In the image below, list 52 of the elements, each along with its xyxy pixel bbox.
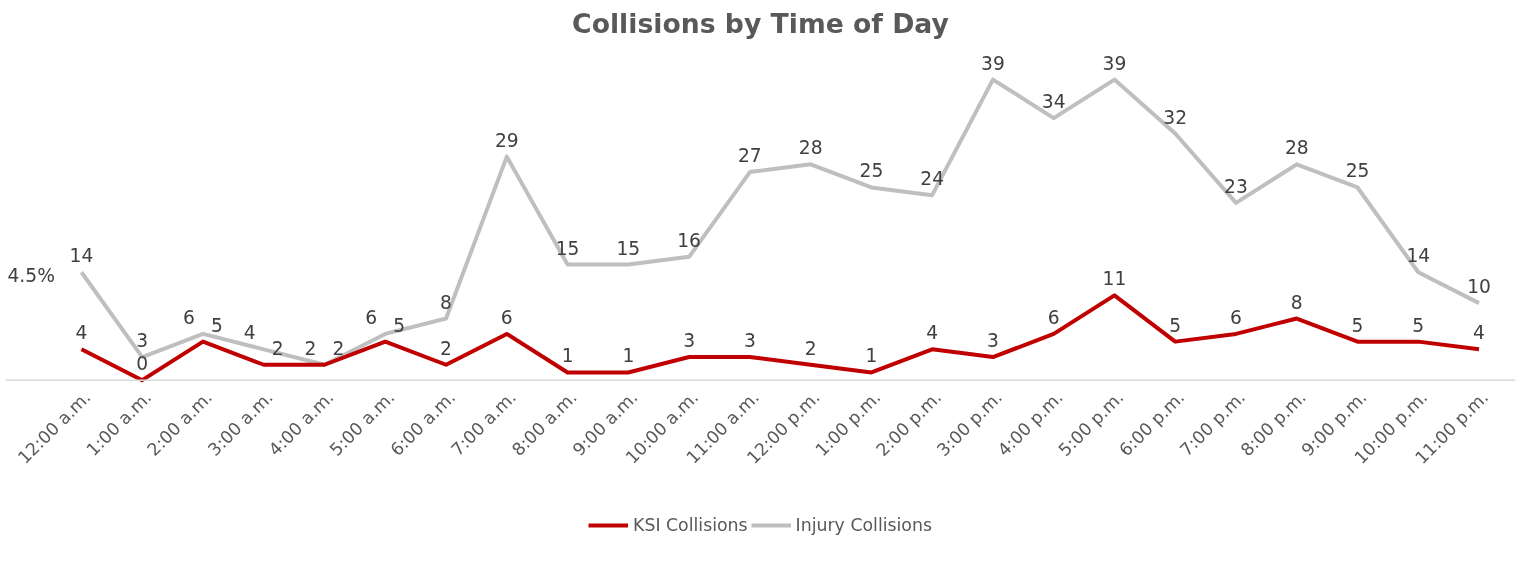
- data-label: 14: [1406, 245, 1431, 267]
- data-label: 15: [616, 237, 641, 259]
- data-label: 8: [440, 291, 452, 313]
- data-label: 4: [926, 322, 939, 344]
- data-label: 39: [1102, 52, 1127, 74]
- data-label: 1: [622, 345, 635, 367]
- data-label: 6: [500, 306, 513, 328]
- data-label: 16: [677, 229, 701, 251]
- data-label: 2: [332, 337, 345, 359]
- data-label: 28: [1284, 137, 1309, 159]
- data-label: 5: [393, 314, 406, 336]
- data-label: 2: [440, 337, 452, 359]
- data-label: 3: [683, 330, 696, 352]
- data-label: 1: [561, 345, 574, 367]
- data-label: 0: [136, 353, 149, 375]
- data-label: 6: [365, 306, 378, 328]
- data-label: 10: [1467, 276, 1491, 298]
- legend-label: KSI Collisions: [633, 515, 748, 535]
- annotation: 4.5%: [7, 264, 55, 286]
- data-label: 2: [271, 337, 284, 359]
- data-label: 8: [1290, 291, 1303, 313]
- data-label: 6: [183, 306, 195, 328]
- data-label: 5: [1169, 314, 1182, 336]
- data-label: 39: [981, 52, 1005, 74]
- data-label: 28: [798, 137, 823, 159]
- data-label: 3: [743, 330, 756, 352]
- data-label: 24: [920, 168, 945, 190]
- data-label: 23: [1224, 175, 1248, 197]
- data-label: 4: [1473, 322, 1485, 344]
- chart-title: Collisions by Time of Day: [572, 7, 949, 39]
- data-label: 2: [804, 337, 817, 359]
- data-label: 2: [304, 337, 317, 359]
- data-label: 4: [75, 322, 88, 344]
- data-label: 29: [494, 129, 519, 151]
- data-label: 3: [986, 330, 999, 352]
- legend-label: Injury Collisions: [795, 515, 932, 535]
- data-label: 34: [1041, 91, 1066, 113]
- data-label: 27: [738, 145, 762, 167]
- data-label: 4: [243, 322, 256, 344]
- data-label: 6: [1230, 306, 1242, 328]
- data-label: 5: [211, 314, 223, 336]
- data-label: 25: [859, 160, 884, 182]
- data-label: 5: [1351, 314, 1364, 336]
- data-label: 5: [1412, 314, 1425, 336]
- data-label: 32: [1163, 106, 1188, 128]
- data-label: 6: [1047, 306, 1060, 328]
- data-label: 1: [865, 345, 878, 367]
- data-label: 25: [1345, 160, 1370, 182]
- data-label: 3: [136, 330, 149, 352]
- data-label: 11: [1102, 268, 1127, 290]
- data-label: 14: [69, 245, 94, 267]
- data-label: 15: [555, 237, 580, 259]
